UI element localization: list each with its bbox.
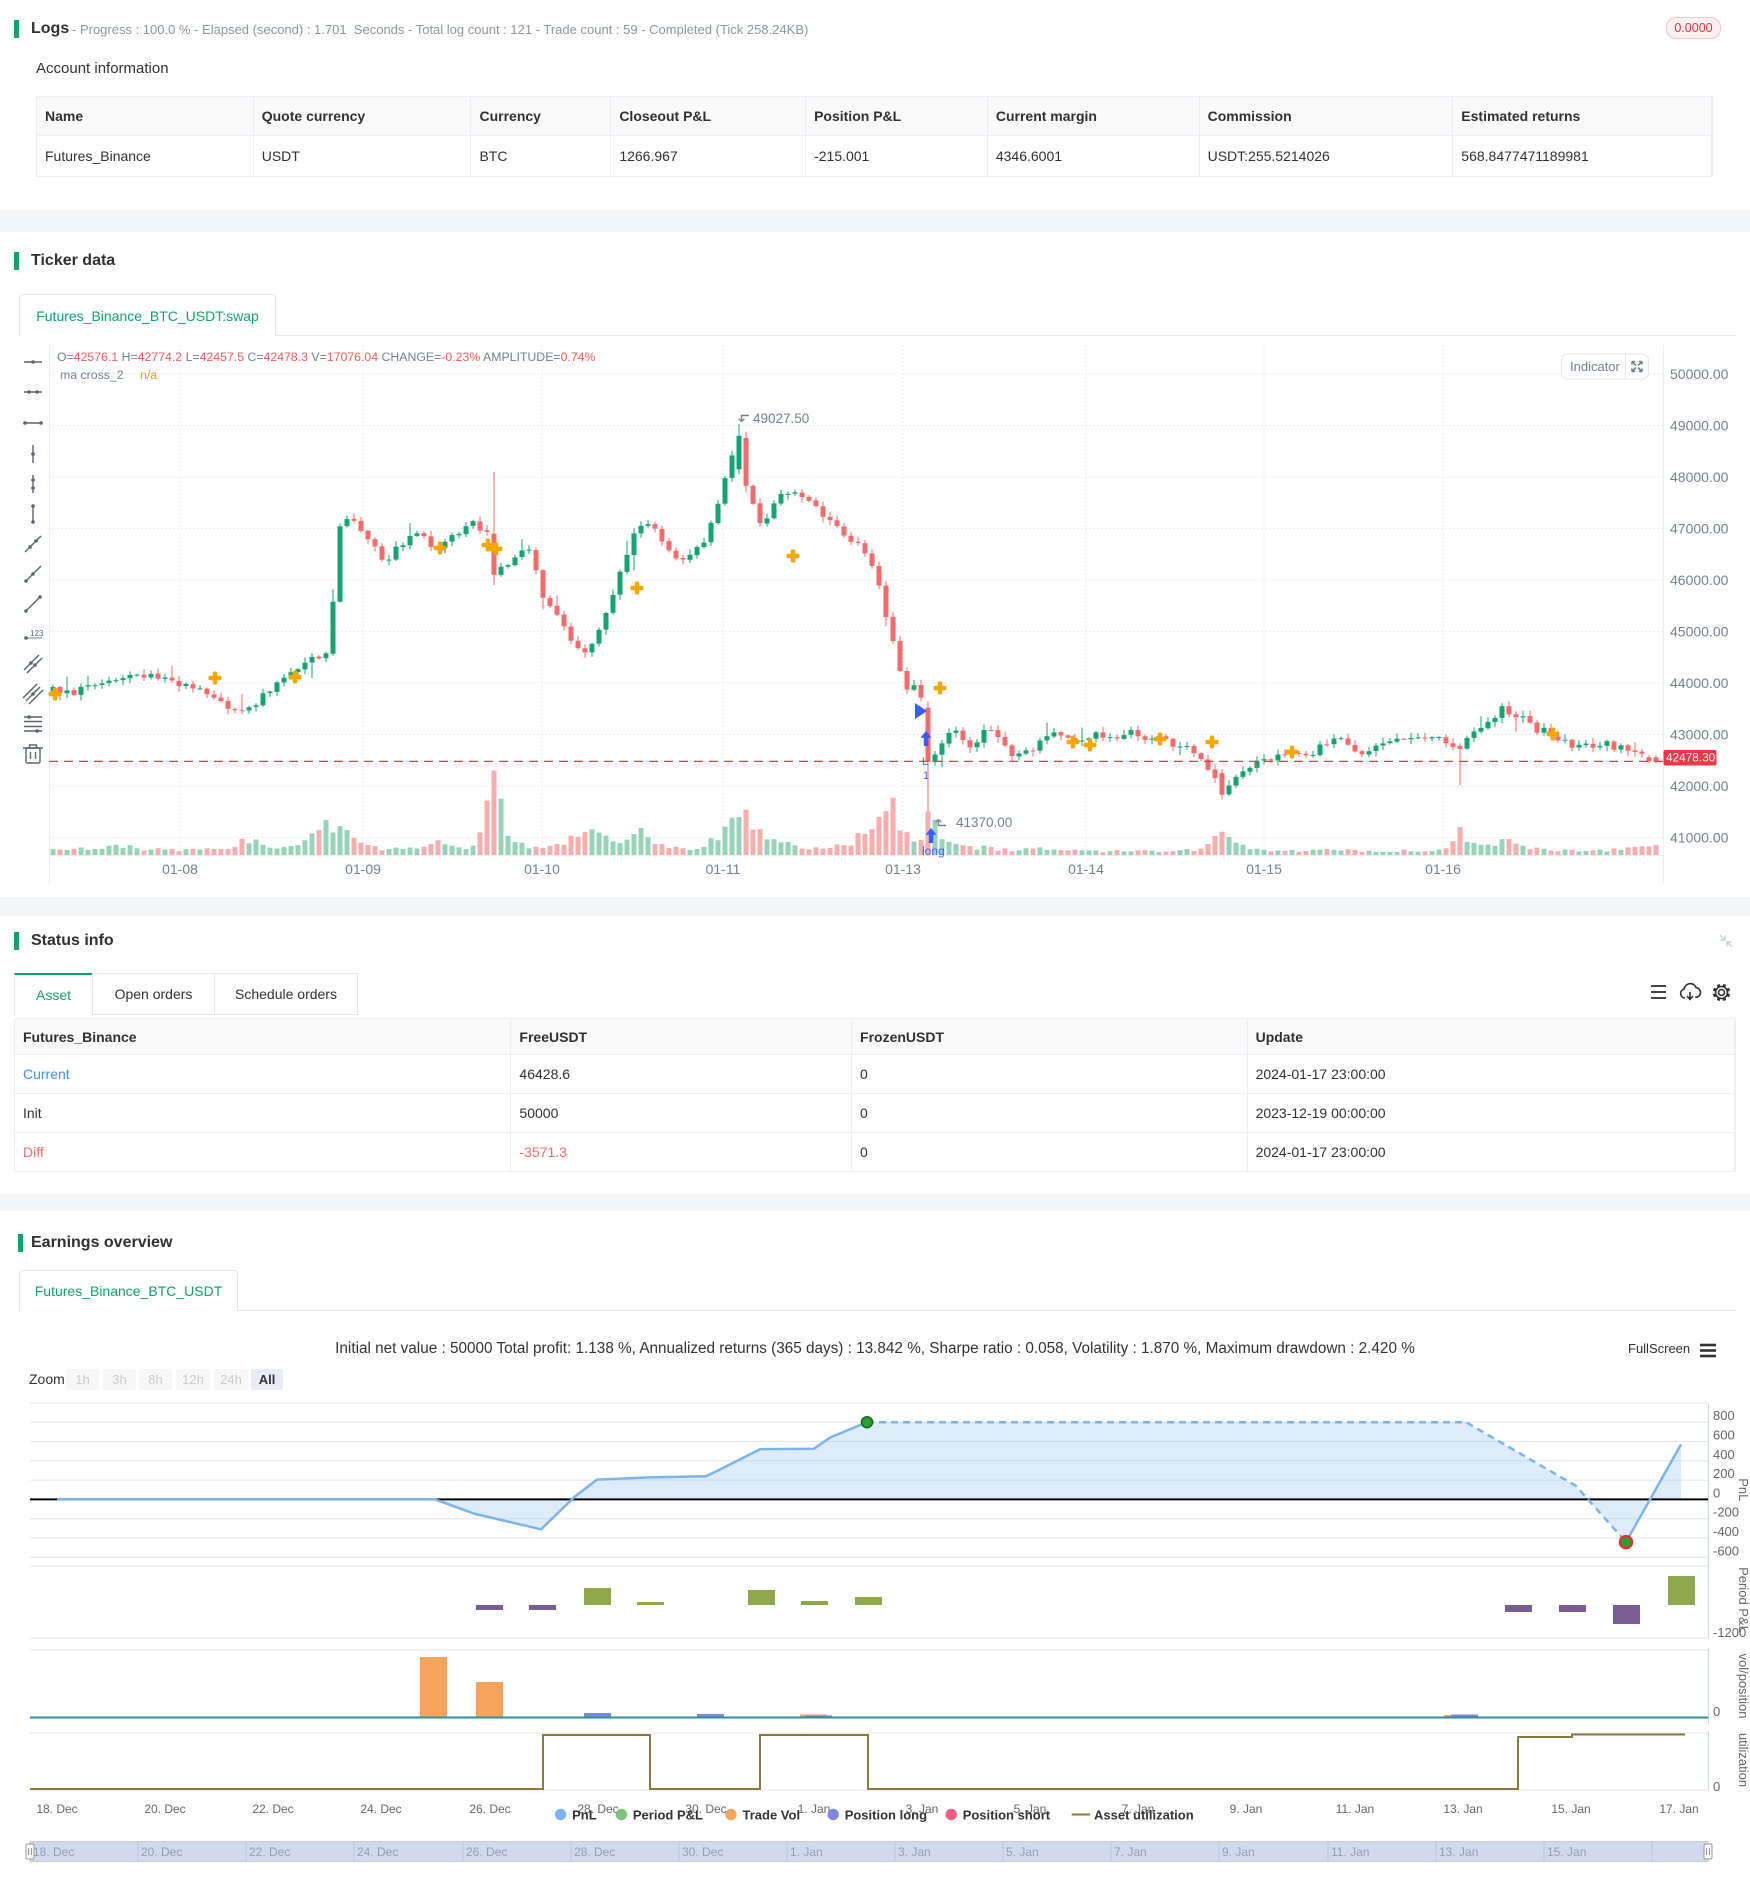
svg-text:9. Jan: 9. Jan xyxy=(1230,1802,1263,1816)
svg-text:5. Jan: 5. Jan xyxy=(1014,1802,1047,1816)
svg-text:3. Jan: 3. Jan xyxy=(906,1802,939,1816)
svg-text:01-08: 01-08 xyxy=(162,861,198,877)
svg-text:O=42576.1 H=42774.2 L=42457.5: O=42576.1 H=42774.2 L=42457.5 C=42478.3 … xyxy=(57,350,596,364)
svg-text:13. Jan: 13. Jan xyxy=(1443,1802,1482,1816)
svg-text:30. Dec: 30. Dec xyxy=(682,1845,723,1859)
svg-text:PnL: PnL xyxy=(1736,1478,1750,1501)
svg-text:24. Dec: 24. Dec xyxy=(360,1802,401,1816)
svg-text:01-11: 01-11 xyxy=(706,861,741,877)
svg-text:01-10: 01-10 xyxy=(524,861,560,877)
svg-text:ma cross_2: ma cross_2 xyxy=(60,368,124,382)
svg-text:41000.00: 41000.00 xyxy=(1670,830,1729,846)
svg-text:26. Dec: 26. Dec xyxy=(466,1845,507,1859)
svg-text:48000.00: 48000.00 xyxy=(1670,469,1729,485)
svg-text:13. Jan: 13. Jan xyxy=(1439,1845,1478,1859)
svg-text:-200: -200 xyxy=(1713,1505,1739,1520)
svg-text:18. Dec: 18. Dec xyxy=(33,1845,74,1859)
svg-text:26. Dec: 26. Dec xyxy=(469,1802,510,1816)
svg-text:01-15: 01-15 xyxy=(1246,861,1282,877)
svg-text:01-13: 01-13 xyxy=(885,861,921,877)
svg-text:-600: -600 xyxy=(1713,1543,1739,1558)
svg-text:L: L xyxy=(922,756,928,768)
svg-text:Trade Vol: Trade Vol xyxy=(743,1808,801,1823)
svg-text:0: 0 xyxy=(1713,1779,1720,1794)
svg-text:11. Jan: 11. Jan xyxy=(1336,1802,1374,1816)
svg-text:20. Dec: 20. Dec xyxy=(144,1802,185,1816)
svg-text:47000.00: 47000.00 xyxy=(1670,521,1729,537)
svg-text:Period P&L: Period P&L xyxy=(633,1808,703,1823)
svg-text:15. Jan: 15. Jan xyxy=(1551,1802,1590,1816)
svg-text:7. Jan: 7. Jan xyxy=(1122,1802,1155,1816)
svg-text:long: long xyxy=(922,844,945,858)
svg-text:28. Dec: 28. Dec xyxy=(574,1845,615,1859)
svg-text:1. Jan: 1. Jan xyxy=(790,1845,823,1859)
svg-text:5. Jan: 5. Jan xyxy=(1006,1845,1039,1859)
svg-text:600: 600 xyxy=(1713,1428,1735,1443)
svg-text:3. Jan: 3. Jan xyxy=(898,1845,931,1859)
svg-text:11. Jan: 11. Jan xyxy=(1331,1845,1369,1859)
svg-text:9. Jan: 9. Jan xyxy=(1222,1845,1255,1859)
svg-text:400: 400 xyxy=(1713,1447,1735,1462)
svg-text:utilization: utilization xyxy=(1736,1733,1750,1787)
svg-text:24. Dec: 24. Dec xyxy=(357,1845,398,1859)
svg-text:45000.00: 45000.00 xyxy=(1670,624,1729,640)
svg-text:01-09: 01-09 xyxy=(345,861,381,877)
svg-text:18. Dec: 18. Dec xyxy=(36,1802,77,1816)
svg-text:01-14: 01-14 xyxy=(1068,861,1104,877)
svg-text:Indicator: Indicator xyxy=(1570,359,1621,374)
svg-text:0: 0 xyxy=(1713,1704,1720,1719)
svg-text:42478.30: 42478.30 xyxy=(1666,751,1716,765)
svg-text:-400: -400 xyxy=(1713,1524,1739,1539)
svg-text:43000.00: 43000.00 xyxy=(1670,727,1729,743)
svg-text:22. Dec: 22. Dec xyxy=(252,1802,293,1816)
svg-text:200: 200 xyxy=(1713,1466,1735,1481)
svg-text:50000.00: 50000.00 xyxy=(1670,366,1729,382)
svg-text:42000.00: 42000.00 xyxy=(1670,778,1729,794)
svg-text:Position long: Position long xyxy=(845,1808,927,1823)
svg-text:123: 123 xyxy=(30,629,44,638)
svg-text:Position short: Position short xyxy=(963,1808,1051,1823)
svg-text:01-16: 01-16 xyxy=(1425,861,1461,877)
svg-text:30. Dec: 30. Dec xyxy=(685,1802,726,1816)
svg-text:800: 800 xyxy=(1713,1408,1735,1423)
svg-text:46000.00: 46000.00 xyxy=(1670,572,1729,588)
svg-text:-1200: -1200 xyxy=(1713,1625,1746,1640)
svg-text:1. Jan: 1. Jan xyxy=(798,1802,831,1816)
svg-text:41370.00: 41370.00 xyxy=(956,815,1012,830)
svg-text:PnL: PnL xyxy=(572,1808,597,1823)
svg-text:44000.00: 44000.00 xyxy=(1670,675,1729,691)
svg-text:15. Jan: 15. Jan xyxy=(1547,1845,1586,1859)
svg-text:28. Dec: 28. Dec xyxy=(577,1802,618,1816)
svg-text:17. Jan: 17. Jan xyxy=(1659,1802,1698,1816)
svg-text:vol/position: vol/position xyxy=(1736,1653,1750,1718)
svg-text:Period P&L: Period P&L xyxy=(1736,1567,1750,1633)
svg-text:49027.50: 49027.50 xyxy=(753,411,809,426)
svg-text:49000.00: 49000.00 xyxy=(1670,418,1729,434)
svg-text:n/a: n/a xyxy=(140,368,157,382)
svg-text:22. Dec: 22. Dec xyxy=(249,1845,290,1859)
svg-text:7. Jan: 7. Jan xyxy=(1114,1845,1147,1859)
svg-text:0: 0 xyxy=(1713,1485,1720,1500)
svg-text:20. Dec: 20. Dec xyxy=(141,1845,182,1859)
svg-text:Asset utilization: Asset utilization xyxy=(1094,1808,1194,1823)
svg-text:1: 1 xyxy=(923,770,929,782)
